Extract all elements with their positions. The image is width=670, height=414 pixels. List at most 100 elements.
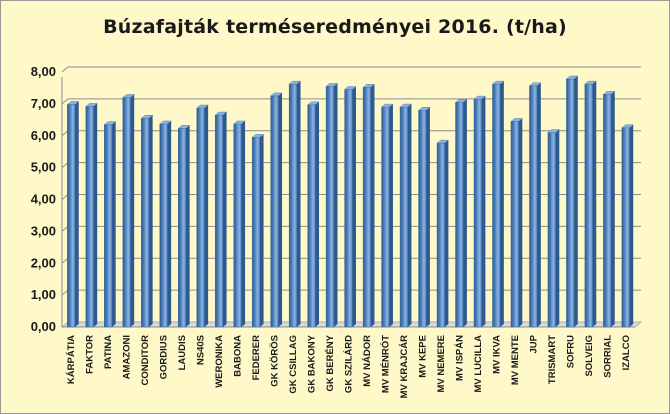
bar-side (333, 83, 338, 327)
y-tick-label: 2,00 (31, 255, 56, 270)
x-tick-label: CONDITOR (140, 335, 151, 386)
y-tick-label: 8,00 (31, 64, 56, 79)
x-tick-label: MV MÉNRÓT (379, 335, 391, 393)
bar (473, 98, 483, 328)
bar (510, 121, 519, 328)
bar (603, 94, 612, 328)
bar (381, 106, 390, 328)
bar (621, 127, 630, 328)
bar-side (296, 81, 301, 327)
gridline (61, 98, 641, 105)
bar-side (352, 86, 356, 327)
y-tick-label: 7,00 (31, 96, 56, 111)
bar (362, 87, 372, 328)
bar (85, 106, 94, 328)
x-tick-label: PATINA (103, 335, 114, 369)
y-tick-label: 3,00 (31, 223, 56, 238)
x-tick-label: GK KÖRÖS (270, 335, 281, 387)
bar-side (629, 124, 634, 327)
x-tick-label: GORDIUS (159, 335, 170, 379)
bar (529, 85, 538, 328)
bar (288, 83, 298, 328)
bar-side (611, 91, 615, 327)
bar (344, 89, 353, 328)
bar (399, 106, 409, 328)
bar-side (481, 96, 486, 327)
x-tick-label: SOFRU (565, 335, 576, 368)
bar-side (537, 82, 541, 327)
bar (547, 132, 556, 328)
bar-side (241, 120, 246, 327)
bar-side (463, 99, 467, 327)
bar-side (315, 101, 320, 327)
x-tick-label: FAKTOR (85, 335, 96, 374)
x-tick-label: MV ISPÁN (454, 335, 465, 381)
bar (159, 123, 168, 328)
x-tick-label: TRISMART (547, 335, 558, 384)
x-tick-label: MV NÁDOR (362, 335, 373, 387)
x-tick-label: IZALCO (621, 335, 632, 370)
x-tick-label: LAUDIS (177, 335, 188, 370)
x-tick-label: KÁRPÁTIA (66, 335, 77, 384)
bar-side (259, 134, 264, 327)
bar-side (500, 81, 504, 327)
x-tick-label: MV NEMERE (436, 335, 447, 393)
bar (214, 114, 224, 328)
gridline (61, 66, 641, 73)
bar (233, 123, 242, 328)
x-tick-label: GK BERÉNY (325, 334, 336, 391)
bar (325, 86, 335, 328)
bar (270, 95, 279, 328)
x-tick-label: AMAZONI (122, 335, 133, 379)
bar-side (574, 76, 578, 327)
bar (141, 117, 150, 328)
x-tick-label: SOLVEIG (584, 335, 595, 377)
bar-side (592, 81, 597, 327)
bar (251, 137, 261, 328)
bar (455, 102, 464, 328)
bar-side (278, 92, 283, 327)
bar (104, 124, 113, 328)
y-tick-label: 1,00 (31, 287, 56, 302)
bar (307, 104, 316, 328)
x-tick-label: MV KEPE (417, 335, 428, 378)
x-tick-label: BABONA (233, 335, 244, 377)
x-tick-label: GK CSILLAG (288, 335, 299, 394)
bar (436, 142, 446, 328)
bar-side (389, 104, 393, 327)
bar-side (444, 140, 449, 327)
bar (492, 83, 501, 328)
bar (178, 128, 187, 328)
x-tick-label: MV IKVA (491, 335, 502, 374)
x-tick-label: MV KRAJCÁR (399, 335, 410, 398)
bar-side (555, 129, 560, 327)
y-tick-label: 6,00 (31, 128, 56, 143)
bar (122, 97, 131, 328)
bar (584, 83, 593, 328)
x-tick-label: JUP (528, 334, 539, 353)
bar (196, 107, 205, 328)
bar-side (149, 115, 153, 327)
y-tick-label: 5,00 (31, 160, 56, 175)
bar-side (222, 112, 227, 327)
bar-side (112, 121, 116, 327)
bar-side (426, 107, 430, 327)
bar-side (130, 94, 135, 327)
bar-side (75, 101, 79, 327)
y-tick-label: 0,00 (31, 319, 56, 334)
x-tick-label: GK SZILÁRD (344, 335, 355, 393)
x-tick-label: MV MENTE (510, 335, 521, 385)
chart-title: Búzafajták terméseredményei 2016. (t/ha) (103, 16, 567, 38)
bar (418, 110, 427, 328)
y-tick-label: 4,00 (31, 192, 56, 207)
bar-side (204, 105, 209, 327)
x-tick-label: MV LUCILLA (473, 335, 484, 393)
x-tick-label: NS40S (196, 335, 207, 365)
x-tick-label: SORRIAL (602, 335, 613, 378)
bar-side (186, 125, 190, 327)
bar-side (518, 118, 523, 327)
bar-side (167, 120, 172, 327)
bar-side (407, 104, 412, 327)
bar (67, 104, 76, 328)
